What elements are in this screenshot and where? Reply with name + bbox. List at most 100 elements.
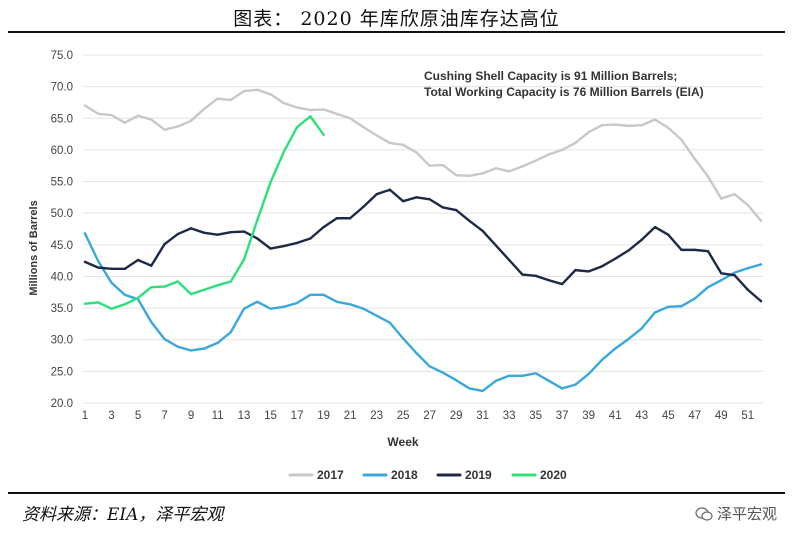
data-point: [322, 225, 325, 229]
data-point: [547, 153, 551, 156]
data-point: [534, 159, 537, 162]
data-point: [560, 148, 564, 152]
data-point: [295, 301, 299, 305]
x-tick-label: 39: [582, 410, 595, 422]
data-point: [613, 257, 617, 260]
data-point: [627, 124, 630, 128]
data-point: [375, 193, 378, 196]
data-point: [269, 307, 272, 310]
data-point: [229, 98, 233, 102]
data-point: [640, 124, 643, 127]
data-point: [428, 198, 431, 201]
data-point: [680, 304, 683, 308]
data-point: [322, 133, 325, 136]
x-tick-label: 25: [397, 410, 410, 422]
x-tick-label: 9: [188, 410, 194, 422]
x-tick-label: 41: [609, 410, 622, 422]
y-tick-label: 55.0: [51, 177, 73, 189]
data-point: [441, 163, 445, 167]
data-point: [415, 196, 418, 199]
data-point: [587, 270, 590, 273]
data-point: [242, 230, 246, 233]
legend-item-2019: 2019: [436, 468, 492, 482]
data-point: [97, 266, 100, 269]
data-point: [256, 88, 259, 91]
data-point: [521, 165, 524, 168]
series-lines: [83, 88, 763, 393]
legend-label: 2018: [391, 468, 418, 482]
data-point: [123, 267, 126, 271]
data-point: [203, 347, 206, 350]
data-point: [229, 230, 233, 234]
data-point: [256, 300, 259, 303]
line-chart: 20.0 25.0 30.0 35.0 40.0 45.0 50.0 55.0 60.0 65.0…: [28, 50, 763, 482]
data-point: [83, 302, 87, 305]
data-point: [295, 125, 299, 129]
data-point: [507, 170, 511, 173]
y-tick-label: 70.0: [51, 82, 73, 94]
x-tick-label: 29: [450, 410, 463, 422]
x-axis: 1 3 5 7 9 11 13 15 17 19 21 23 25 27 29 31 33 35 37 39 41 43 4…: [82, 410, 754, 422]
data-point: [534, 372, 537, 375]
data-point: [216, 97, 219, 100]
series-line-2020: [83, 115, 325, 310]
data-point: [242, 307, 246, 310]
legend-item-2017: 2017: [288, 468, 344, 482]
data-point: [720, 272, 723, 275]
data-point: [494, 244, 498, 247]
data-point: [415, 151, 418, 154]
data-point: [322, 293, 325, 297]
data-point: [733, 273, 736, 277]
data-point: [667, 126, 670, 129]
data-point: [415, 351, 418, 355]
series-2020: [83, 115, 325, 310]
data-point: [309, 293, 312, 297]
data-point: [189, 227, 193, 230]
y-tick-label: 40.0: [51, 271, 73, 283]
data-point: [242, 258, 246, 261]
data-point: [627, 337, 630, 341]
x-tick-label: 19: [317, 410, 330, 422]
data-point: [401, 337, 405, 340]
data-point: [203, 288, 206, 291]
data-point: [733, 193, 736, 196]
data-point: [83, 260, 87, 264]
x-tick-label: 3: [108, 410, 114, 422]
data-point: [295, 106, 299, 109]
x-tick-label: 47: [688, 410, 701, 422]
y-tick-label: 50.0: [51, 208, 73, 220]
x-tick-label: 37: [556, 410, 569, 422]
data-point: [150, 264, 153, 267]
x-tick-label: 35: [529, 410, 542, 422]
y-tick-label: 45.0: [51, 240, 73, 252]
data-point: [256, 237, 259, 240]
y-tick-label: 20.0: [51, 398, 73, 410]
data-point: [560, 387, 564, 390]
data-point: [348, 303, 352, 306]
data-point: [494, 167, 498, 170]
x-tick-label: 15: [264, 410, 277, 422]
data-point: [534, 274, 537, 278]
data-point: [362, 307, 365, 310]
legend-item-2020: 2020: [511, 468, 567, 482]
x-tick-label: 43: [635, 410, 648, 422]
data-point: [282, 305, 286, 309]
annotation-line-1: Cushing Shell Capacity is 91 Million Bar…: [424, 69, 677, 83]
data-point: [720, 197, 723, 200]
data-point: [216, 341, 219, 345]
data-point: [468, 174, 471, 178]
x-tick-label: 13: [238, 410, 251, 422]
data-point: [746, 288, 749, 291]
watermark-text: 泽平宏观: [716, 505, 777, 523]
legend-label: 2019: [465, 468, 492, 482]
data-point: [401, 143, 405, 147]
data-point: [653, 311, 657, 314]
data-point: [309, 237, 312, 240]
data-point: [600, 358, 604, 362]
data-point: [242, 89, 246, 93]
series-2019: [83, 188, 763, 303]
data-point: [136, 296, 140, 300]
x-tick-label: 23: [370, 410, 383, 422]
data-point: [123, 121, 126, 124]
data-point: [176, 280, 179, 283]
